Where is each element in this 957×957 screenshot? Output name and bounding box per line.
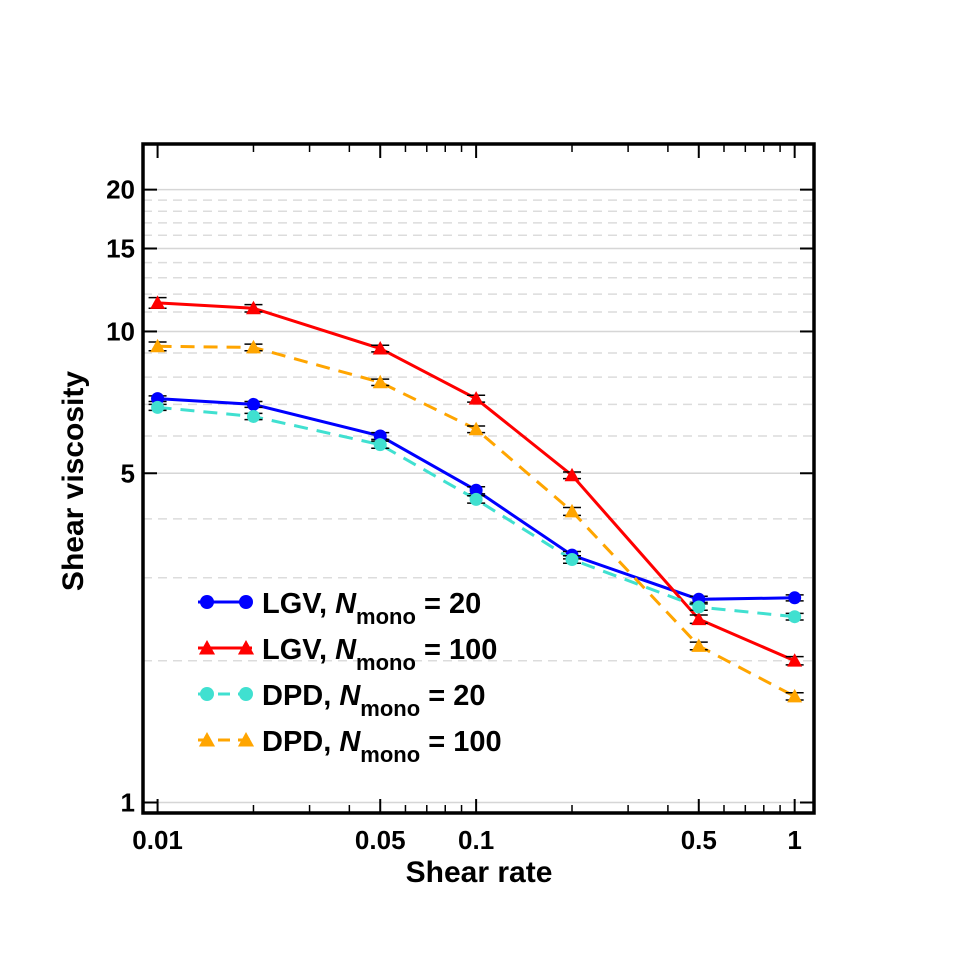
data-point-marker	[239, 595, 253, 609]
data-point-marker	[200, 595, 214, 609]
y-tick-label: 15	[106, 234, 135, 264]
data-point-marker	[373, 438, 387, 452]
data-point-marker	[150, 338, 166, 353]
data-point-marker	[469, 483, 483, 497]
legend-label: LGV, Nmono = 100	[262, 634, 497, 675]
y-tick-label: 20	[106, 175, 135, 205]
y-tick-label: 5	[121, 458, 135, 488]
data-point-marker	[788, 610, 802, 624]
legend-item-dpd-100: DPD, Nmono = 100	[198, 726, 502, 767]
legend-item-lgv-100: LGV, Nmono = 100	[198, 634, 497, 675]
data-point-marker	[564, 503, 580, 518]
data-point-marker	[245, 300, 261, 315]
data-point-marker	[151, 400, 165, 414]
data-point-marker	[198, 731, 216, 747]
data-point-marker	[468, 421, 484, 436]
data-point-marker	[372, 374, 388, 389]
legend-item-dpd-20: DPD, Nmono = 20	[198, 680, 486, 721]
data-point-marker	[468, 391, 484, 405]
data-point-marker	[246, 409, 260, 423]
data-point-marker	[237, 639, 255, 655]
data-point-marker	[691, 611, 707, 626]
y-tick-label: 1	[121, 788, 135, 818]
data-point-marker	[787, 688, 803, 703]
legend: LGV, Nmono = 20 LGV, Nmono = 100 DPD, Nmon…	[198, 588, 502, 767]
series-lgv-100	[148, 295, 804, 667]
data-point-marker	[245, 339, 261, 354]
legend-label: DPD, Nmono = 20	[262, 680, 486, 721]
x-tick-label: 0.05	[355, 825, 406, 855]
legend-label: DPD, Nmono = 100	[262, 726, 502, 767]
plot-frame	[141, 142, 816, 815]
series-dpd-100	[148, 338, 804, 703]
x-axis-label: Shear rate	[406, 856, 553, 889]
data-point-marker	[239, 687, 253, 701]
data-point-marker	[200, 687, 214, 701]
x-tick-label: 0.1	[458, 825, 494, 855]
data-series	[148, 295, 804, 703]
data-point-marker	[691, 638, 707, 652]
data-point-marker	[469, 492, 483, 506]
y-axis-label: Shear viscosity	[57, 371, 90, 591]
data-point-marker	[564, 467, 580, 482]
data-point-marker	[372, 341, 388, 355]
data-point-marker	[565, 553, 579, 567]
legend-label: LGV, Nmono = 20	[262, 588, 481, 629]
data-point-marker	[246, 397, 260, 411]
data-point-marker	[787, 653, 803, 667]
data-point-marker	[150, 295, 166, 309]
x-tick-label: 1	[787, 825, 801, 855]
data-point-marker	[692, 600, 706, 614]
data-point-marker	[788, 591, 802, 605]
data-point-marker	[237, 731, 255, 747]
x-tick-label: 0.5	[681, 825, 717, 855]
legend-item-lgv-20: LGV, Nmono = 20	[198, 588, 481, 629]
data-point-marker	[198, 639, 216, 655]
y-tick-label: 10	[106, 316, 135, 346]
series-dpd-20	[148, 400, 804, 624]
x-tick-label: 0.01	[132, 825, 183, 855]
